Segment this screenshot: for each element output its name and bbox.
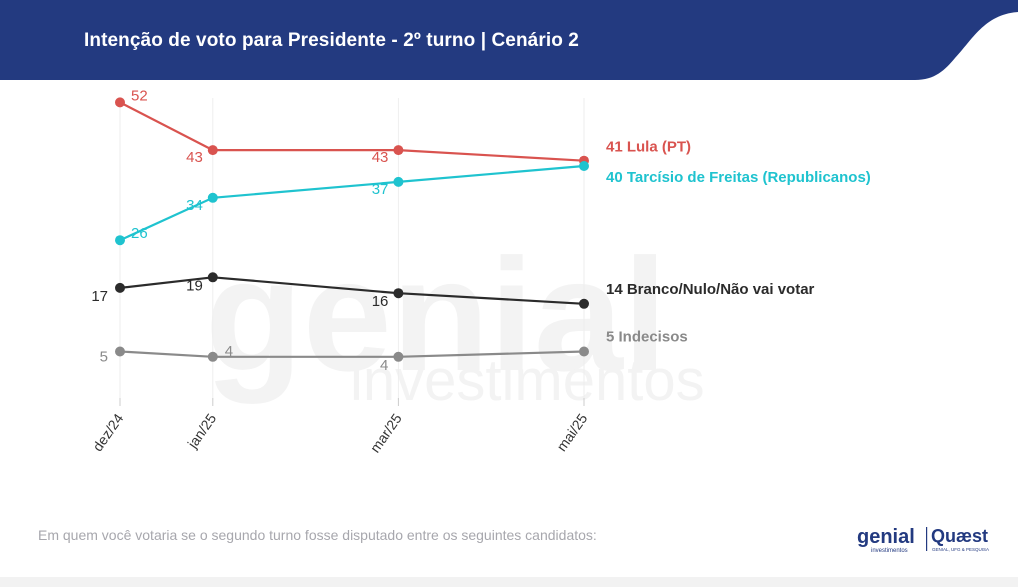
series-line (119, 164, 585, 242)
series-line (119, 276, 585, 305)
brand-logos: genial investimentos Quæst GENIAL, UFG &… (857, 526, 989, 554)
data-point (579, 161, 589, 171)
data-label: 17 (91, 288, 108, 305)
data-point (115, 235, 125, 246)
data-point (115, 282, 125, 293)
data-point (115, 97, 125, 108)
series-0: 52 43 43 41 Lula (PT) (115, 87, 691, 166)
quaest-logo-sub: GENIAL, UFG & PESQUISA (932, 547, 989, 552)
watermark-logo: genial investimentos (205, 225, 705, 413)
logo-divider (926, 527, 928, 551)
series-end-label: 14 Branco/Nulo/Não vai votar (606, 281, 815, 298)
data-label: 52 (131, 87, 148, 104)
data-point (393, 176, 404, 187)
quaest-logo: Quæst (931, 526, 988, 546)
series-1: 26 34 37 40 Tarcísio de Freitas (Republican… (115, 161, 871, 246)
x-tick-label: jan/25 (184, 410, 220, 451)
data-point (393, 351, 404, 362)
data-label: 5 (100, 349, 108, 366)
data-label: 16 (372, 293, 389, 310)
data-label: 4 (380, 357, 388, 374)
x-tick-label: mar/25 (367, 410, 405, 455)
series-line (119, 350, 585, 358)
series-end-label: 41 Lula (PT) (606, 139, 691, 156)
watermark-text: genial (205, 225, 667, 404)
data-point (207, 145, 218, 156)
data-point (393, 288, 404, 299)
data-point (207, 192, 218, 203)
data-point (207, 272, 218, 283)
x-tick-label: mai/25 (553, 410, 590, 454)
data-point (115, 346, 125, 357)
data-label: 19 (186, 277, 203, 294)
data-point (207, 351, 218, 362)
watermark-subtext: investimentos (350, 348, 705, 413)
genial-logo-sub: investimentos (871, 548, 908, 554)
genial-logo: genial (857, 526, 915, 548)
data-label: 43 (372, 149, 389, 166)
series-line (119, 101, 585, 162)
data-point (579, 298, 589, 309)
data-label: 26 (131, 225, 148, 242)
x-tick-label: dez/24 (89, 410, 126, 454)
footnote-question: Em quem você votaria se o segundo turno … (38, 527, 597, 543)
data-point (579, 346, 589, 357)
data-label: 34 (186, 197, 203, 214)
series-3: 5 4 4 5 Indecisos (100, 329, 688, 374)
series-2: 17 19 16 14 Branco/Nulo/Não vai votar (91, 272, 815, 310)
line-chart: genial investimentos 52 43 43 41 Lula (PT) 2… (89, 87, 871, 455)
data-label: 43 (186, 149, 203, 166)
data-point (393, 145, 404, 156)
chart-series: 52 43 43 41 Lula (PT) 26 34 37 40 Tarcísio de F… (91, 87, 871, 373)
series-end-label: 40 Tarcísio de Freitas (Republicanos) (606, 169, 871, 186)
bottom-band (0, 577, 1018, 587)
data-label: 4 (225, 343, 233, 360)
data-label: 37 (372, 181, 389, 198)
series-end-label: 5 Indecisos (606, 329, 688, 346)
header-shape (0, 0, 1018, 80)
header-bar: Intenção de voto para Presidente - 2º tu… (0, 0, 1018, 80)
page-title: Intenção de voto para Presidente - 2º tu… (84, 30, 579, 51)
